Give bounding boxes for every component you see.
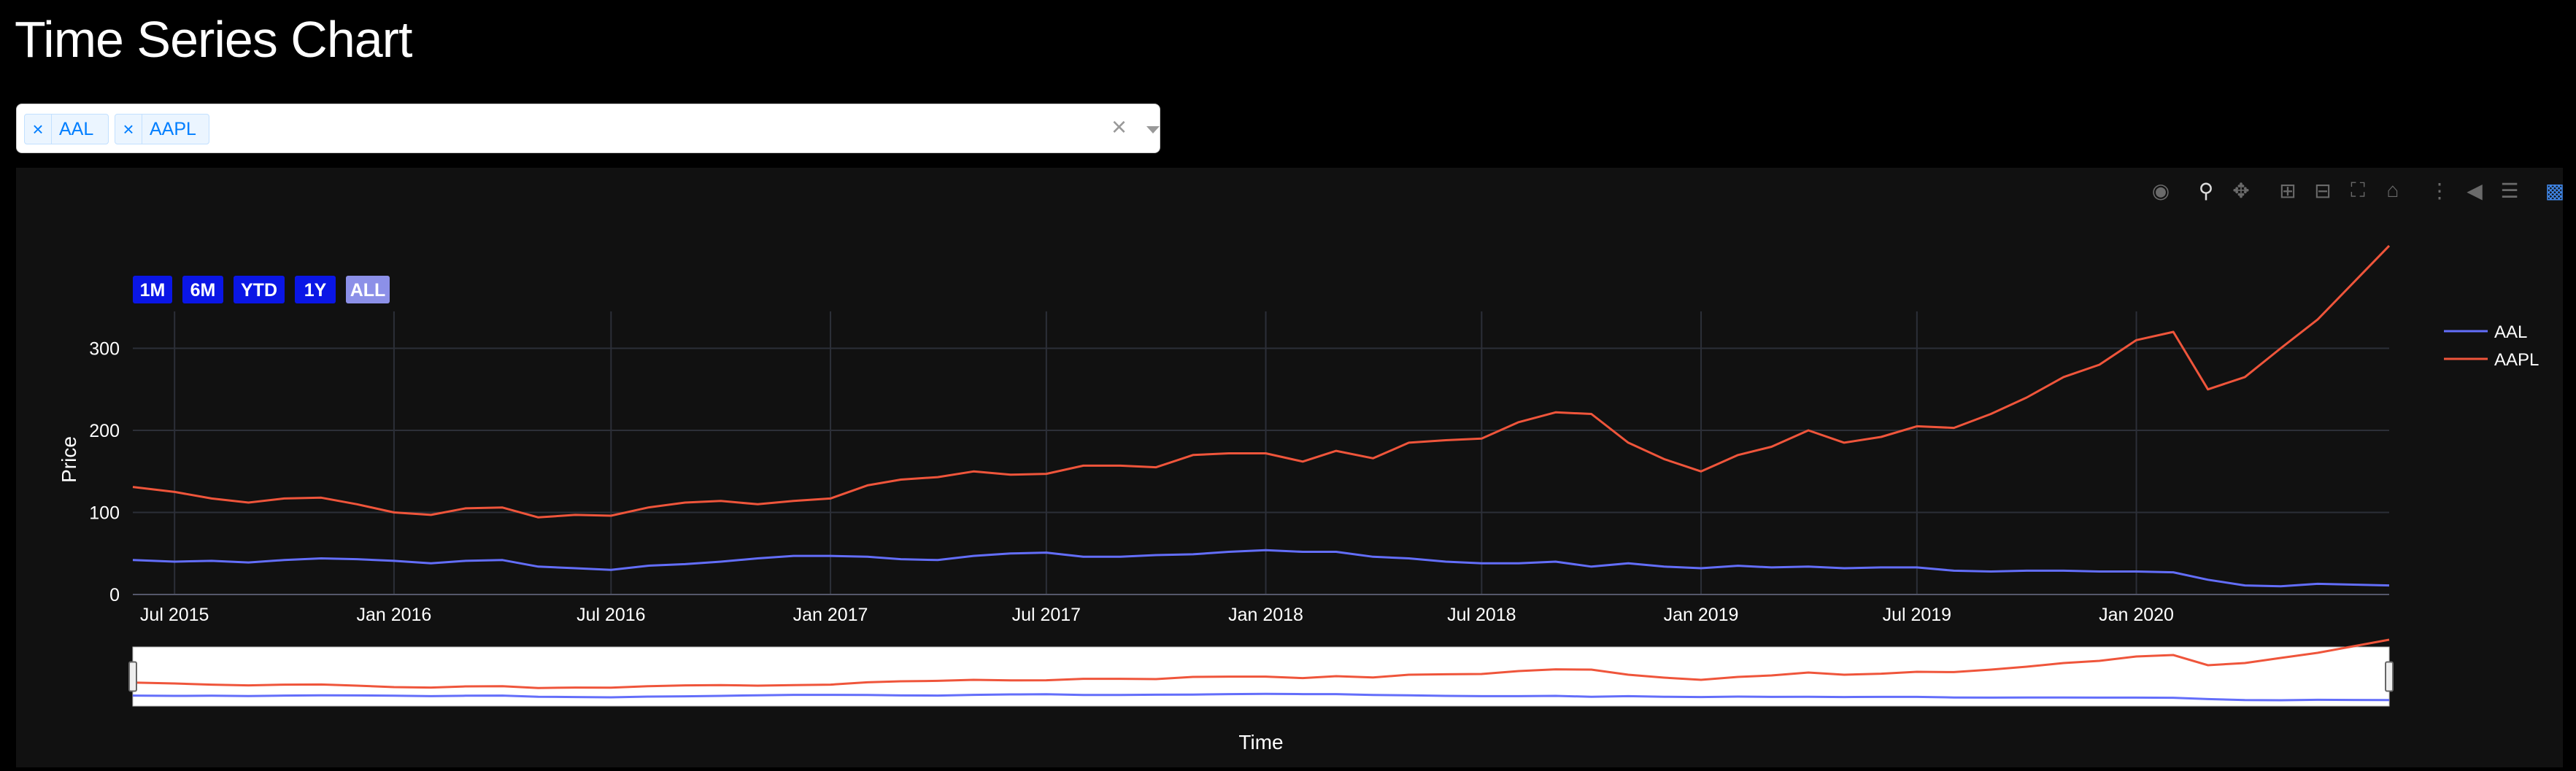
x-tick-label: Jul 2019: [1883, 605, 1952, 625]
y-tick-label: 300: [89, 339, 120, 360]
hover-compare-icon[interactable]: ☰: [2500, 179, 2519, 202]
zoom-icon[interactable]: ⚲: [2198, 179, 2214, 202]
range-button-label: 1Y: [304, 280, 327, 301]
x-tick-label: Jan 2019: [1664, 605, 1739, 625]
range-button-bg: [234, 276, 285, 303]
series-line-aapl: [132, 244, 2391, 519]
stock-multiselect[interactable]: × AAL × AAPL ×: [16, 104, 1160, 153]
series-lines: [132, 244, 2391, 588]
chevron-down-icon[interactable]: [1146, 126, 1160, 133]
tag-label: AAL: [59, 119, 94, 139]
page-title: Time Series Chart: [15, 11, 412, 68]
range-button-label: 1M: [140, 280, 166, 301]
range-button-bg: [133, 276, 172, 303]
range-button-label: YTD: [241, 280, 277, 301]
range-button-bg: [346, 276, 390, 303]
hover-closest-icon[interactable]: ◀: [2467, 179, 2483, 202]
range-button-1y[interactable]: 1Y: [295, 276, 336, 303]
range-button-label: ALL: [350, 280, 386, 301]
range-button-bg: [295, 276, 336, 303]
reset-axes-icon[interactable]: ⌂: [2386, 179, 2399, 201]
zoom-out-icon[interactable]: ⊟: [2314, 179, 2332, 202]
x-tick-label: Jul 2017: [1012, 605, 1081, 625]
remove-aal-icon[interactable]: ×: [25, 115, 52, 144]
axes: Jul 2015 Jan 2016 Jul 2016 Jan 2017 Jul 2017…: [58, 339, 2174, 754]
series-line-aal: [132, 549, 2390, 588]
range-selector: 1M 6M YTD 1Y ALL: [133, 276, 390, 303]
range-slider[interactable]: [128, 638, 2394, 707]
x-tick-label: Jan 2017: [793, 605, 868, 625]
selected-tag-aal: × AAL: [24, 114, 109, 144]
y-axis-title: Price: [58, 436, 80, 483]
x-tick-label: Jul 2016: [576, 605, 646, 625]
time-series-chart: Jul 2015 Jan 2016 Jul 2016 Jan 2017 Jul 2017…: [58, 244, 2539, 754]
range-button-all[interactable]: ALL: [346, 276, 390, 303]
y-tick-label: 100: [89, 503, 120, 524]
y-tick-label: 200: [89, 421, 120, 441]
plotly-logo-icon[interactable]: ▩: [2545, 179, 2565, 202]
legend-item-aapl[interactable]: AAPL: [2444, 350, 2539, 370]
spike-lines-icon[interactable]: ⋮: [2429, 179, 2450, 202]
range-button-bg: [182, 276, 223, 303]
x-tick-label: Jan 2016: [356, 605, 431, 625]
legend-label: AAL: [2494, 322, 2527, 342]
selected-tag-aapl: × AAPL: [115, 114, 209, 144]
x-tick-label: Jan 2020: [2099, 605, 2174, 625]
remove-aapl-icon[interactable]: ×: [115, 115, 142, 144]
legend-item-aal[interactable]: AAL: [2444, 322, 2527, 342]
range-slider-handle-left[interactable]: [128, 661, 137, 692]
pan-icon[interactable]: ✥: [2232, 179, 2250, 202]
autoscale-icon[interactable]: ⛶: [2351, 178, 2365, 201]
x-tick-label: Jul 2015: [140, 605, 209, 625]
clear-all-icon[interactable]: ×: [1111, 112, 1127, 142]
zoom-in-icon[interactable]: ⊞: [2279, 179, 2297, 202]
legend-label: AAPL: [2494, 350, 2539, 370]
x-tick-label: Jan 2018: [1228, 605, 1303, 625]
range-slider-line-aapl: [132, 638, 2390, 689]
range-slider-line-aal: [132, 692, 2390, 702]
range-slider-handle-right[interactable]: [2385, 661, 2394, 692]
grid: [133, 311, 2389, 595]
range-button-ytd[interactable]: YTD: [234, 276, 285, 303]
camera-icon[interactable]: ◉: [2151, 179, 2170, 202]
range-button-1m[interactable]: 1M: [133, 276, 172, 303]
y-tick-label: 0: [109, 585, 120, 605]
tag-label: AAPL: [150, 119, 196, 139]
x-tick-label: Jul 2018: [1447, 605, 1516, 625]
chart-panel: ◉ ⚲ ✥ ⊞ ⊟ ⛶ ⌂ ⋮ ◀ ☰ ▩ Jul 2015 Jan 2016 Ju…: [16, 168, 2564, 767]
range-button-6m[interactable]: 6M: [182, 276, 223, 303]
range-button-label: 6M: [190, 280, 216, 301]
legend: AAL AAPL: [2444, 322, 2539, 370]
x-axis-title: Time: [1238, 731, 1283, 753]
